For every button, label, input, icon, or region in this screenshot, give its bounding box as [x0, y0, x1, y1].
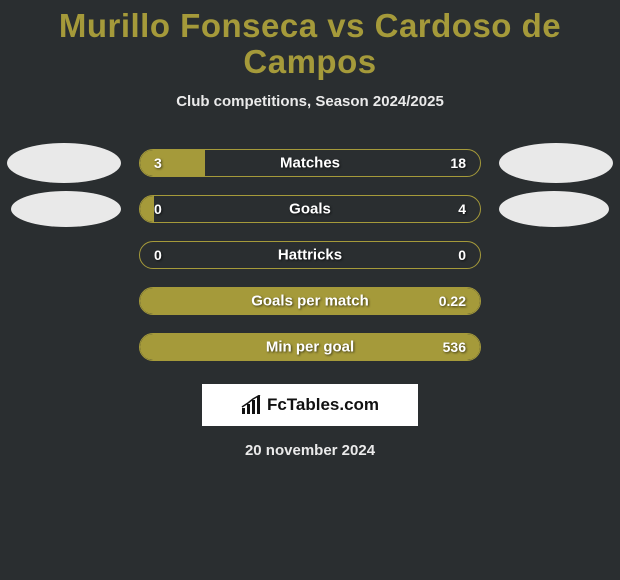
stat-value-left: 3	[154, 155, 162, 171]
stat-row: 3 Matches 18	[0, 144, 620, 182]
stat-row: Goals per match 0.22	[0, 282, 620, 320]
fctables-logo[interactable]: FcTables.com	[202, 384, 418, 426]
chart-icon	[241, 395, 263, 415]
stat-label: Min per goal	[266, 338, 354, 355]
stats-block: 3 Matches 18 0 Goals 4 0 Hattricks 0 Goals per ma…	[0, 144, 620, 366]
stat-row: 0 Hattricks 0	[0, 236, 620, 274]
date-label: 20 november 2024	[0, 442, 620, 459]
stat-value-right: 18	[450, 155, 466, 171]
stat-label: Goals	[289, 200, 331, 217]
stat-value-left: 0	[154, 247, 162, 263]
stat-row: Min per goal 536	[0, 328, 620, 366]
stat-value-right: 4	[458, 201, 466, 217]
page-title: Murillo Fonseca vs Cardoso de Campos	[0, 8, 620, 81]
player-avatar-right	[499, 143, 613, 183]
stat-value-right: 0	[458, 247, 466, 263]
stat-value-left: 0	[154, 201, 162, 217]
stat-bar-fill	[140, 196, 154, 222]
stat-bar-fill	[140, 150, 205, 176]
stat-row: 0 Goals 4	[0, 190, 620, 228]
player-avatar-left	[11, 191, 121, 227]
stat-label: Matches	[280, 154, 340, 171]
stat-value-right: 536	[443, 339, 466, 355]
stat-bar: 3 Matches 18	[139, 149, 481, 177]
stat-label: Hattricks	[278, 246, 342, 263]
subtitle: Club competitions, Season 2024/2025	[0, 93, 620, 110]
stat-bar: Min per goal 536	[139, 333, 481, 361]
stat-value-right: 0.22	[439, 293, 466, 309]
stat-bar: 0 Goals 4	[139, 195, 481, 223]
stat-label: Goals per match	[251, 292, 369, 309]
player-avatar-left	[7, 143, 121, 183]
stat-bar: Goals per match 0.22	[139, 287, 481, 315]
stat-bar: 0 Hattricks 0	[139, 241, 481, 269]
logo-text: FcTables.com	[267, 395, 379, 415]
player-avatar-right	[499, 191, 609, 227]
